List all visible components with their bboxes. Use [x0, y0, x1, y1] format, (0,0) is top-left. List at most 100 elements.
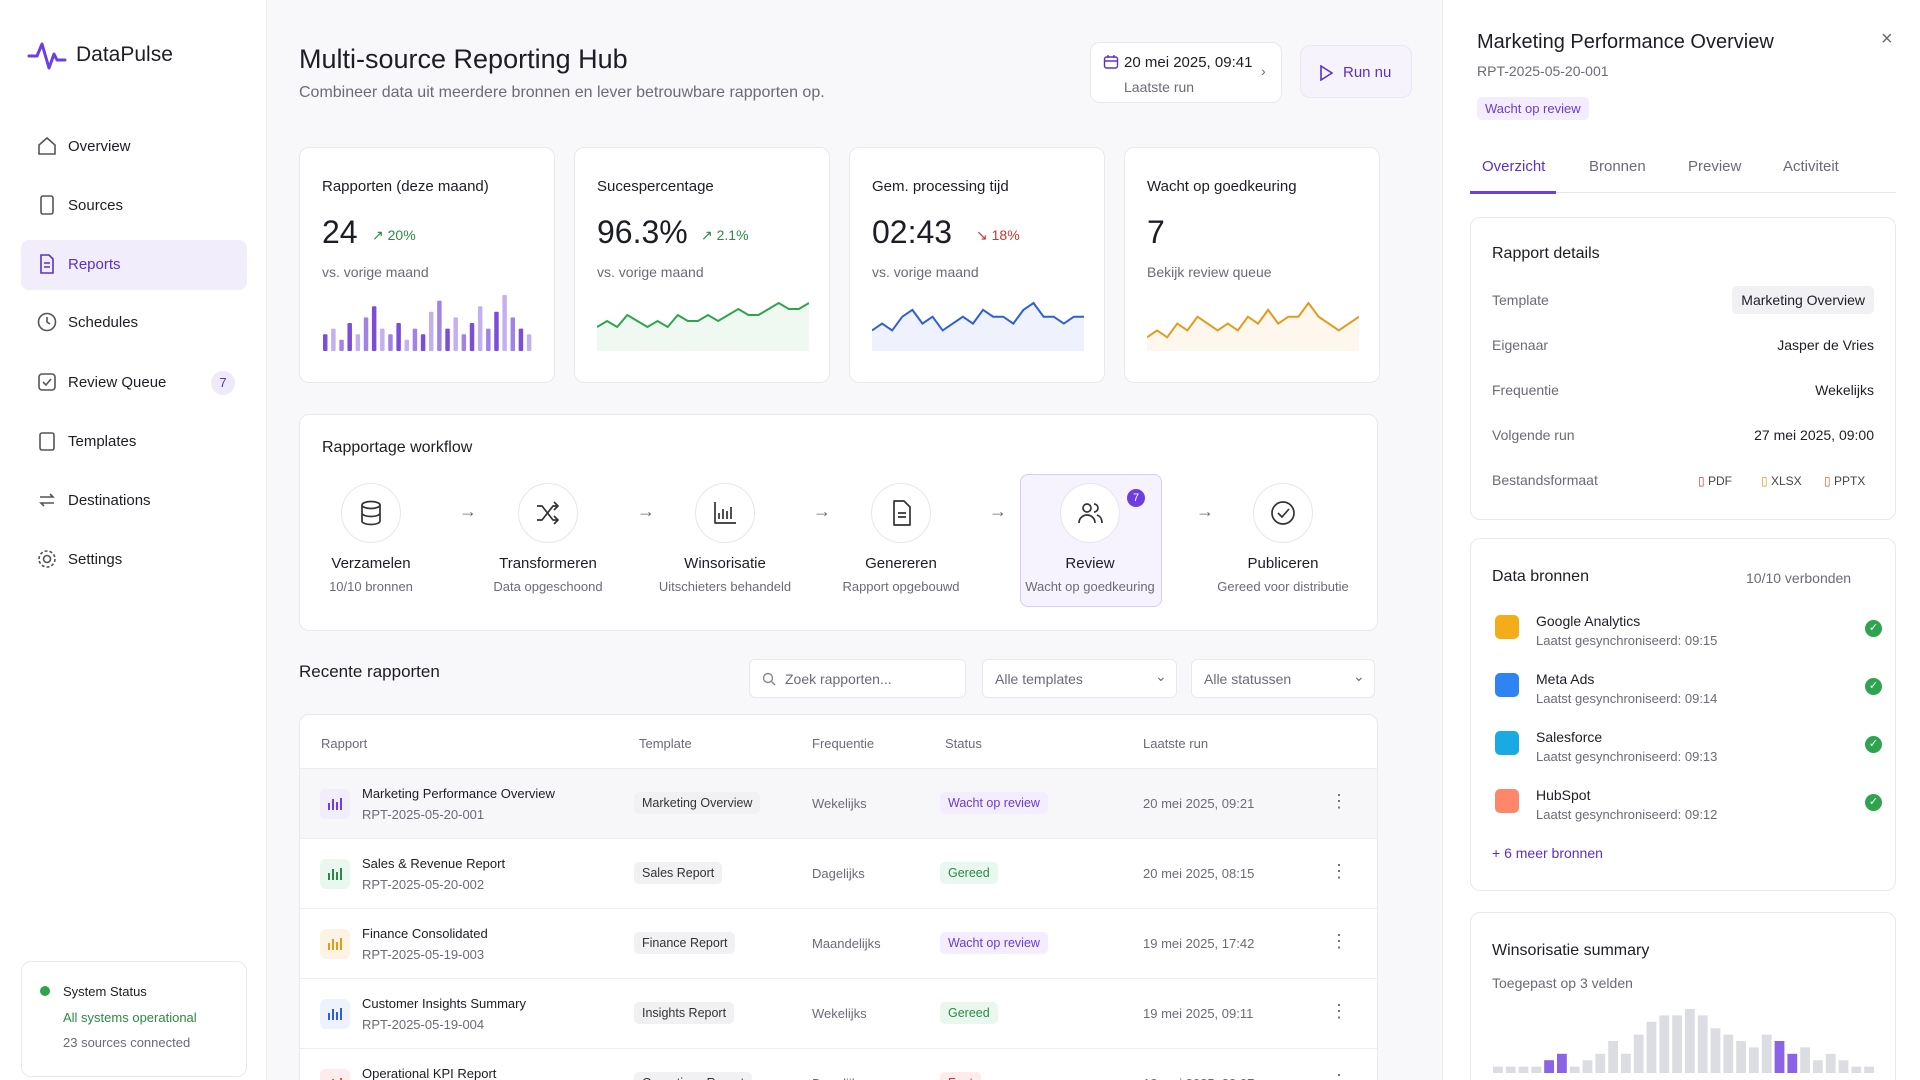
shape: [537, 501, 559, 525]
nav-item[interactable]: Review Queue 7: [21, 358, 247, 408]
winsor-bar: [1851, 1066, 1862, 1073]
kpi-card: Rapporten (deze maand) 24 ↗ 20% vs. vorige …: [299, 147, 555, 383]
report-name: Operational KPI Report: [362, 1066, 497, 1080]
sources-connected: 10/10 verbonden: [1746, 570, 1852, 586]
nav-item[interactable]: Overview: [21, 122, 247, 172]
filter-dropdown[interactable]: Alle statussen ⌄: [1191, 659, 1375, 698]
search-box[interactable]: Zoek rapporten...: [749, 659, 966, 698]
reports-table: Rapport Template Frequentie Status Laats…: [299, 714, 1378, 1080]
spark-bar: [429, 311, 434, 351]
step-detail: Uitschieters behandeld: [658, 579, 792, 594]
winsor-bar: [1838, 1060, 1849, 1073]
run-label: Run nu: [1343, 64, 1392, 81]
nav-item[interactable]: Templates: [21, 417, 247, 467]
row-menu[interactable]: ⋮: [1330, 931, 1348, 951]
winsor-bar: [1505, 1066, 1516, 1073]
detail-label: Template: [1492, 292, 1549, 308]
row-menu[interactable]: ⋮: [1330, 791, 1348, 811]
winsor-bar: [1544, 1060, 1554, 1073]
source-check: ✓: [1865, 678, 1882, 695]
source-sync: Laatst gesynchroniseerd: 09:12: [1536, 807, 1718, 822]
winsor-bar: [1557, 1053, 1567, 1073]
template-tag: Sales Report: [634, 862, 723, 884]
filter-dropdown[interactable]: Alle templates ⌄: [982, 659, 1177, 698]
column-header: Status: [945, 736, 982, 751]
detail-label: Volgende run: [1492, 427, 1575, 443]
source-name: Salesforce: [1536, 729, 1603, 745]
tab[interactable]: Overzicht: [1482, 158, 1546, 175]
kpi-label: Sucespercentage: [597, 178, 714, 195]
tab[interactable]: Bronnen: [1589, 158, 1646, 175]
nav-item[interactable]: Settings: [21, 535, 247, 585]
kpi-change: ↘ 18%: [976, 227, 1020, 244]
shape: [771, 681, 776, 686]
step-detail: 10/10 bronnen: [329, 579, 413, 594]
page-subtitle: Combineer data uit meerdere bronnen en l…: [299, 84, 825, 101]
winsor-bar: [1787, 1053, 1798, 1073]
detail-label: Eigenaar: [1492, 337, 1549, 353]
close-button[interactable]: ×: [1881, 28, 1893, 50]
nav-item[interactable]: Schedules: [21, 298, 247, 348]
report-row[interactable]: Marketing Performance Overview RPT-2025-0…: [300, 768, 1377, 838]
details-title: Rapport details: [1492, 245, 1600, 262]
step-arrow: →: [637, 501, 655, 521]
row-menu[interactable]: ⋮: [1330, 1001, 1348, 1021]
shape: [1271, 501, 1295, 525]
spark-bar: [388, 334, 393, 351]
source-check: ✓: [1865, 620, 1882, 637]
kpi-sparkline: [872, 301, 1084, 351]
winsor-bar: [1685, 1009, 1695, 1073]
shape: [39, 493, 55, 507]
shape: [1271, 501, 1295, 525]
winsor-bar: [1659, 1015, 1670, 1073]
spark-bar: [323, 334, 328, 351]
nav-item-active[interactable]: Reports: [21, 240, 247, 290]
winsor-bar: [1633, 1034, 1644, 1073]
tab[interactable]: Preview: [1688, 158, 1742, 175]
column-header: Template: [639, 736, 692, 751]
winsor-bar: [1518, 1066, 1529, 1073]
source-sync: Laatst gesynchroniseerd: 09:15: [1536, 633, 1718, 648]
winsor-bar: [1825, 1053, 1836, 1073]
kpi-sparkline: [1147, 301, 1359, 351]
report-id: RPT-2025-05-19-004: [362, 1017, 485, 1032]
report-row[interactable]: Operational KPI ReportRPT-2025-05-18-005…: [300, 1048, 1377, 1080]
nav-item[interactable]: Destinations: [21, 476, 247, 526]
filter-label: Alle templates: [995, 671, 1083, 687]
report-row[interactable]: Finance Consolidated RPT-2025-05-19-003 Fi…: [300, 908, 1377, 978]
shape: [40, 254, 54, 274]
spark-bar: [453, 317, 458, 351]
row-menu[interactable]: ⋮: [1330, 1071, 1348, 1080]
shape: [39, 432, 55, 451]
kpi-sparkline: [323, 295, 532, 351]
shape: [714, 502, 736, 524]
report-row[interactable]: Customer Insights Summary RPT-2025-05-19-…: [300, 978, 1377, 1048]
report-name: Customer Insights Summary: [362, 996, 526, 1011]
source-check: ✓: [1865, 736, 1882, 753]
tab[interactable]: Activiteit: [1783, 158, 1839, 175]
column-header: Frequentie: [812, 736, 875, 751]
spark-bar: [445, 328, 450, 351]
template-tag: Operations Report: [634, 1072, 753, 1080]
run-button[interactable]: Run nu: [1300, 45, 1412, 98]
more-sources[interactable]: + 6 meer bronnen: [1492, 845, 1603, 861]
file-format: ▯ XLSX: [1761, 474, 1802, 488]
last-run-box[interactable]: 20 mei 2025, 09:41 Laatste run ›: [1090, 42, 1282, 103]
step-arrow: →: [459, 501, 477, 521]
source-name: Google Analytics: [1536, 613, 1641, 629]
report-row[interactable]: Sales & Revenue Report RPT-2025-05-20-002…: [300, 838, 1377, 908]
nav-item[interactable]: Sources: [21, 181, 247, 231]
row-menu[interactable]: ⋮: [1330, 861, 1348, 881]
logo-icon: [27, 42, 67, 70]
search-placeholder: Zoek rapporten...: [785, 671, 892, 687]
status-tag: Fout: [940, 1072, 982, 1080]
file-icon: ▯: [1698, 474, 1705, 488]
shape: [1082, 503, 1092, 513]
kpi-label: Rapporten (deze maand): [322, 178, 489, 195]
shape: [328, 938, 342, 950]
shape: [42, 554, 52, 564]
source-sync: Laatst gesynchroniseerd: 09:13: [1536, 749, 1718, 764]
file-format: ▯ PPTX: [1824, 474, 1865, 488]
shape: [1078, 503, 1103, 524]
